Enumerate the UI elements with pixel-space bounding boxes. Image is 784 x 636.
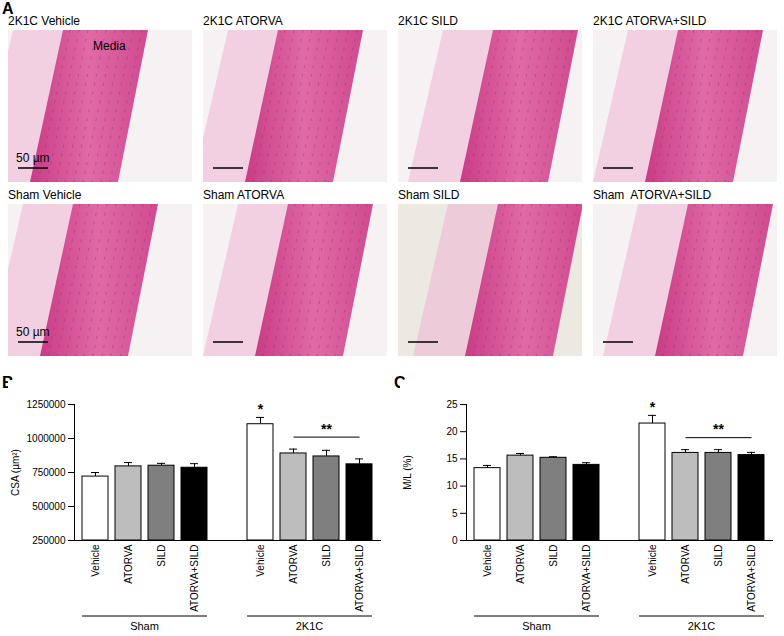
html-text:2K1C SILD: 2K1C SILD	[398, 14, 458, 28]
svg-text:50 µm: 50 µm	[16, 325, 50, 339]
svg-text:ATORVA+SILD: ATORVA+SILD	[189, 545, 200, 612]
svg-text:ATORVA: ATORVA	[680, 544, 691, 584]
svg-text:5: 5	[452, 508, 458, 519]
svg-text:2K1C: 2K1C	[296, 620, 324, 632]
svg-text:0: 0	[452, 535, 458, 546]
html-text:2K1C ATORVA: 2K1C ATORVA	[203, 14, 283, 28]
svg-text:CSA (µm²): CSA (µm²)	[10, 449, 21, 496]
html-text:B: B	[2, 374, 14, 391]
svg-text:25: 25	[446, 399, 458, 410]
svg-text:ATORVA: ATORVA	[515, 544, 526, 584]
svg-text:Vehicle: Vehicle	[255, 544, 266, 577]
svg-text:ATORVA: ATORVA	[288, 544, 299, 584]
svg-text:Sham: Sham	[130, 620, 159, 632]
svg-text:SILD: SILD	[156, 545, 167, 567]
svg-text:50 µm: 50 µm	[16, 151, 50, 165]
html-text:2K1C Vehicle: 2K1C Vehicle	[8, 14, 80, 28]
svg-text:M/L (%): M/L (%)	[402, 455, 413, 490]
svg-text:Vehicle: Vehicle	[90, 544, 101, 577]
svg-text:Vehicle: Vehicle	[482, 544, 493, 577]
svg-text:**: **	[321, 421, 332, 437]
svg-text:Sham: Sham	[522, 620, 551, 632]
html-text:A: A	[2, 0, 14, 17]
svg-text:Vehicle: Vehicle	[647, 544, 658, 577]
html-text:Sham ATORVA: Sham ATORVA	[203, 188, 285, 202]
svg-text:SILD: SILD	[548, 545, 559, 567]
svg-text:ATORVA+SILD: ATORVA+SILD	[746, 545, 757, 612]
svg-text:*: *	[650, 399, 656, 415]
svg-text:1000000: 1000000	[27, 433, 66, 444]
svg-text:500000: 500000	[32, 501, 66, 512]
svg-text:ATORVA: ATORVA	[123, 544, 134, 584]
svg-text:*: *	[258, 401, 264, 417]
html-text:C: C	[394, 374, 406, 391]
svg-text:1250000: 1250000	[27, 399, 66, 410]
svg-text:250000: 250000	[32, 535, 66, 546]
html-text:Sham SILD: Sham SILD	[398, 188, 460, 202]
html-text:2K1C ATORVA+SILD: 2K1C ATORVA+SILD	[593, 14, 707, 28]
svg-text:10: 10	[446, 480, 458, 491]
svg-text:**: **	[713, 421, 724, 437]
svg-text:20: 20	[446, 426, 458, 437]
svg-text:2K1C: 2K1C	[688, 620, 716, 632]
svg-text:ATORVA+SILD: ATORVA+SILD	[354, 545, 365, 612]
svg-text:Media: Media	[93, 39, 126, 53]
html-text:Sham ATORVA+SILD: Sham ATORVA+SILD	[593, 188, 712, 202]
svg-text:750000: 750000	[32, 467, 66, 478]
svg-text:SILD: SILD	[321, 545, 332, 567]
html-text:Sham Vehicle: Sham Vehicle	[8, 188, 82, 202]
svg-text:ATORVA+SILD: ATORVA+SILD	[581, 545, 592, 612]
svg-text:SILD: SILD	[713, 545, 724, 567]
svg-text:15: 15	[446, 453, 458, 464]
